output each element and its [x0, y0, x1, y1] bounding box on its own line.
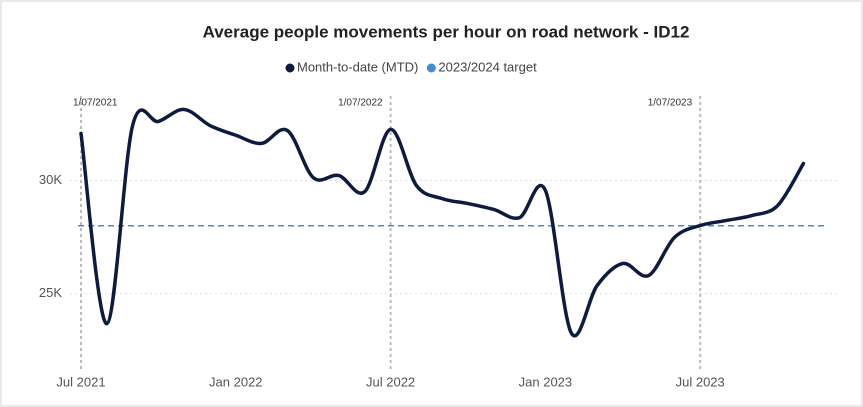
- legend-marker: [426, 63, 436, 73]
- legend-marker: [285, 63, 295, 73]
- series-line: [79, 107, 806, 338]
- x-tick-label: Jan 2023: [519, 374, 573, 389]
- x-tick-label: Jan 2022: [209, 374, 263, 389]
- y-tick-label: 30K: [39, 172, 62, 187]
- y-tick-label: 25K: [39, 285, 62, 300]
- x-tick-label: Jul 2023: [676, 374, 725, 389]
- annotation-label: 1/07/2022: [338, 98, 383, 109]
- annotation-label: 1/07/2021: [73, 98, 118, 109]
- x-tick-label: Jul 2022: [366, 374, 415, 389]
- chart-title: Average people movements per hour on roa…: [203, 22, 690, 41]
- legend-label: 2023/2024 target: [438, 59, 537, 74]
- x-tick-label: Jul 2021: [56, 374, 105, 389]
- legend-label: Month-to-date (MTD): [297, 59, 418, 74]
- annotation-label: 1/07/2023: [648, 98, 693, 109]
